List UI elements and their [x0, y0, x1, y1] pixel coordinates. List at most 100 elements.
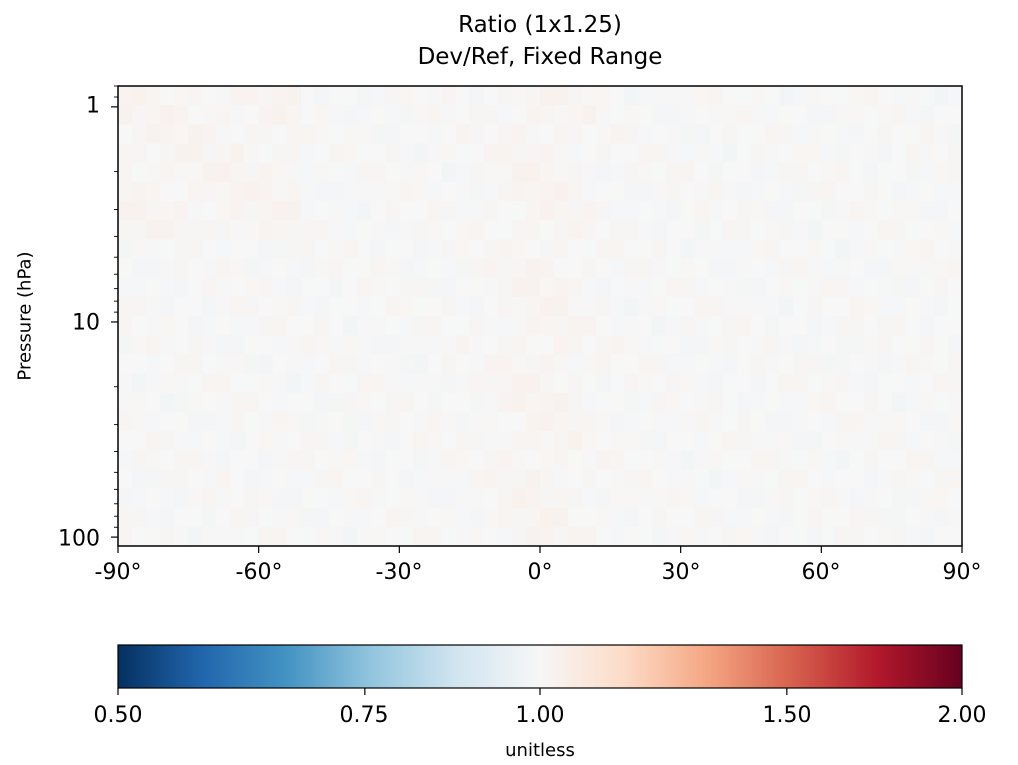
heatmap-cell — [680, 296, 696, 317]
heatmap-cell — [568, 488, 583, 509]
heatmap-cell — [610, 450, 625, 470]
heatmap-cell — [652, 392, 668, 413]
heatmap-cell — [272, 239, 288, 259]
heatmap-cell — [272, 201, 288, 221]
heatmap-cell — [821, 526, 836, 546]
heatmap-cell — [947, 431, 962, 451]
heatmap-cell — [540, 239, 555, 259]
heatmap-cell — [525, 277, 541, 298]
heatmap-cell — [624, 526, 639, 546]
heatmap-cell — [118, 488, 133, 509]
heatmap-cell — [258, 143, 274, 164]
heatmap-cell — [385, 316, 400, 336]
heatmap-cell — [329, 316, 344, 336]
heatmap-cell — [624, 450, 639, 470]
heatmap-cell — [736, 507, 752, 528]
heatmap-cell — [568, 392, 583, 413]
heatmap-cell — [202, 392, 217, 413]
heatmap-cell — [272, 431, 288, 451]
heatmap-cell — [905, 124, 921, 144]
heatmap-cell — [736, 277, 752, 298]
heatmap-cell — [540, 335, 555, 355]
heatmap-cell — [511, 488, 527, 509]
heatmap-cell — [680, 316, 696, 336]
heatmap-cell — [891, 411, 907, 432]
heatmap-cell — [666, 105, 682, 125]
heatmap-cell — [427, 469, 443, 489]
heatmap-cell — [554, 469, 569, 489]
heatmap-cell — [905, 105, 921, 125]
heatmap-cell — [919, 181, 935, 202]
heatmap-cell — [329, 143, 344, 164]
heatmap-cell — [272, 296, 288, 317]
heatmap-cell — [300, 392, 316, 413]
heatmap-cell — [582, 143, 597, 164]
heatmap-cell — [624, 201, 639, 221]
heatmap-cell — [582, 411, 597, 432]
heatmap-cell — [258, 124, 274, 144]
heatmap-cell — [357, 488, 372, 509]
heatmap-cell — [624, 488, 639, 509]
heatmap-cell — [624, 181, 639, 202]
x-tick-label: -60° — [235, 560, 283, 585]
heatmap-cell — [385, 220, 400, 240]
heatmap-cell — [118, 181, 133, 202]
heatmap-cell — [216, 258, 232, 279]
heatmap-cell — [554, 277, 569, 298]
heatmap-cell — [146, 526, 161, 546]
heatmap-cell — [118, 469, 133, 489]
heatmap-cell — [441, 201, 457, 221]
heatmap-cell — [891, 86, 907, 106]
heatmap-cell — [877, 124, 893, 144]
heatmap-cell — [736, 335, 752, 355]
heatmap-cell — [638, 105, 654, 125]
heatmap-cell — [708, 316, 724, 336]
heatmap-cell — [314, 181, 330, 202]
heatmap-cell — [258, 239, 274, 259]
heatmap-cell — [399, 105, 414, 125]
heatmap-cell — [793, 86, 808, 106]
heatmap-cell — [314, 239, 330, 259]
heatmap-cell — [174, 373, 189, 394]
heatmap-cell — [427, 220, 443, 240]
heatmap-cell — [314, 105, 330, 125]
heatmap-cell — [511, 220, 527, 240]
heatmap-cell — [582, 124, 597, 144]
heatmap-cell — [469, 392, 485, 413]
heatmap-cell — [314, 411, 330, 432]
heatmap-cell — [821, 258, 836, 279]
heatmap-cell — [202, 431, 217, 451]
heatmap-cell — [891, 392, 907, 413]
heatmap-cell — [891, 488, 907, 509]
heatmap-cell — [413, 277, 428, 298]
heatmap-cell — [441, 143, 457, 164]
heatmap-cell — [230, 258, 246, 279]
heatmap-cell — [947, 296, 962, 317]
heatmap-cell — [118, 411, 133, 432]
heatmap-cell — [919, 124, 935, 144]
heatmap-cell — [947, 469, 962, 489]
heatmap-cell — [751, 507, 766, 528]
heatmap-cell — [132, 431, 147, 451]
heatmap-cell — [624, 239, 639, 259]
heatmap-cell — [821, 431, 836, 451]
heatmap-cell — [877, 450, 893, 470]
heatmap-cell — [849, 526, 865, 546]
heatmap-cell — [765, 335, 780, 355]
heatmap-cell — [751, 258, 766, 279]
heatmap-cell — [174, 526, 189, 546]
heatmap-cell — [568, 373, 583, 394]
heatmap-cell — [596, 181, 611, 202]
heatmap-cell — [343, 526, 358, 546]
colorbar-tick-label: 0.75 — [339, 703, 389, 728]
heatmap-cell — [469, 220, 485, 240]
heatmap-cell — [497, 411, 513, 432]
heatmap-cell — [399, 296, 414, 317]
heatmap-cell — [821, 450, 836, 470]
heatmap-cell — [427, 335, 443, 355]
heatmap-cell — [891, 335, 907, 355]
heatmap-cell — [230, 239, 246, 259]
heatmap-cell — [399, 392, 414, 413]
heatmap-cell — [441, 258, 457, 279]
heatmap-cell — [849, 258, 865, 279]
